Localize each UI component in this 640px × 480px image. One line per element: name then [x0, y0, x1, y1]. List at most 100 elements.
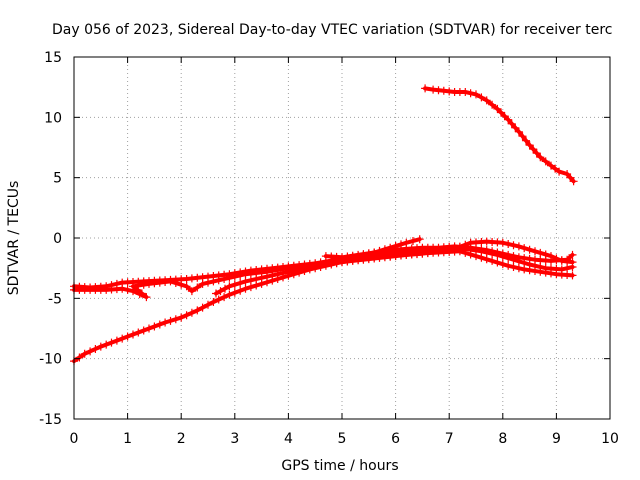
x-tick-label: 9 — [552, 431, 561, 447]
y-tick-label: -5 — [48, 291, 62, 307]
data-point — [257, 279, 266, 288]
data-point — [295, 268, 304, 277]
data-point — [166, 316, 175, 325]
data-point — [509, 252, 518, 261]
data-point — [493, 104, 502, 113]
data-point — [220, 275, 229, 283]
data-point — [145, 324, 153, 333]
data-point — [525, 141, 534, 150]
data-point — [220, 293, 229, 302]
data-point — [488, 256, 497, 265]
data-point — [380, 246, 389, 255]
data-point — [531, 267, 539, 275]
axis-ticks: 0 1 2 3 4 5 6 7 8 9 10 -15 -10 -5 0 5 10 15 — [39, 50, 619, 447]
series-track-e — [321, 242, 577, 265]
data-point — [477, 93, 486, 102]
x-axis-label: GPS time / hours — [281, 458, 398, 474]
data-point — [142, 293, 151, 302]
data-point — [563, 255, 572, 264]
data-point — [421, 84, 430, 93]
data-point — [520, 265, 529, 274]
data-point — [509, 241, 518, 250]
y-tick-label: 15 — [44, 50, 62, 66]
data-point — [498, 260, 507, 269]
data-point — [531, 247, 539, 256]
data-point — [134, 328, 143, 337]
data-point — [209, 298, 218, 306]
data-point — [166, 277, 175, 286]
x-tick-label: 6 — [391, 431, 400, 447]
data-point — [177, 280, 186, 289]
data-point — [541, 157, 550, 166]
data-point — [212, 289, 220, 298]
data-point — [268, 276, 277, 285]
data-point — [182, 282, 191, 291]
data-point — [482, 255, 491, 264]
data-point — [375, 247, 384, 256]
data-point — [514, 242, 523, 251]
data-point — [466, 89, 475, 98]
data-point — [370, 248, 379, 257]
data-point — [568, 258, 577, 267]
data-point — [488, 247, 497, 256]
data-point — [221, 284, 229, 293]
y-tick-label: 0 — [53, 231, 62, 247]
data-point — [504, 250, 513, 259]
data-point — [520, 254, 529, 263]
series-track-upper-high — [421, 84, 578, 186]
data-point — [161, 318, 170, 327]
y-tick-label: -10 — [39, 352, 62, 368]
data-point — [354, 250, 363, 259]
data-point — [518, 132, 527, 141]
data-point — [198, 279, 207, 288]
data-point — [569, 177, 578, 186]
x-tick-label: 8 — [498, 431, 507, 447]
x-tick-label: 10 — [601, 431, 619, 447]
data-point — [504, 115, 513, 124]
data-point — [305, 265, 314, 274]
data-point — [547, 161, 555, 170]
data-point — [472, 252, 480, 261]
x-tick-label: 4 — [284, 431, 293, 447]
data-point — [497, 108, 505, 117]
data-point — [198, 303, 207, 312]
data-point — [193, 283, 202, 292]
data-point — [123, 332, 132, 341]
data-point — [461, 88, 470, 96]
data-point — [263, 278, 271, 287]
data-point — [112, 336, 121, 345]
data-point — [139, 280, 148, 289]
data-point — [520, 244, 529, 253]
data-point — [241, 277, 250, 286]
data-point — [246, 276, 255, 285]
data-point — [134, 281, 143, 290]
data-point — [171, 279, 180, 287]
data-point — [532, 149, 541, 158]
data-point — [529, 145, 538, 154]
data-point — [477, 245, 486, 254]
data-point — [289, 270, 298, 279]
data-point — [96, 342, 105, 351]
data-point — [504, 261, 513, 270]
data-point — [214, 276, 223, 285]
data-point — [514, 127, 523, 136]
data-point — [472, 244, 480, 253]
data-point — [541, 268, 550, 277]
data-point — [187, 287, 196, 296]
data-point — [498, 238, 507, 247]
data-point — [80, 349, 89, 358]
data-point — [477, 253, 486, 262]
chart-title: Day 056 of 2023, Sidereal Day-to-day VTE… — [52, 22, 612, 38]
data-point — [525, 254, 534, 263]
data-point — [129, 330, 137, 339]
data-point — [348, 251, 357, 260]
data-point — [493, 258, 502, 267]
data-point — [123, 285, 132, 294]
data-point — [230, 288, 239, 297]
data-point — [522, 136, 530, 145]
data-point — [86, 347, 95, 356]
data-point — [236, 271, 245, 280]
data-point — [472, 90, 480, 99]
y-axis-label: SDTVAR / TECUs — [6, 181, 22, 296]
data-point — [225, 273, 234, 282]
